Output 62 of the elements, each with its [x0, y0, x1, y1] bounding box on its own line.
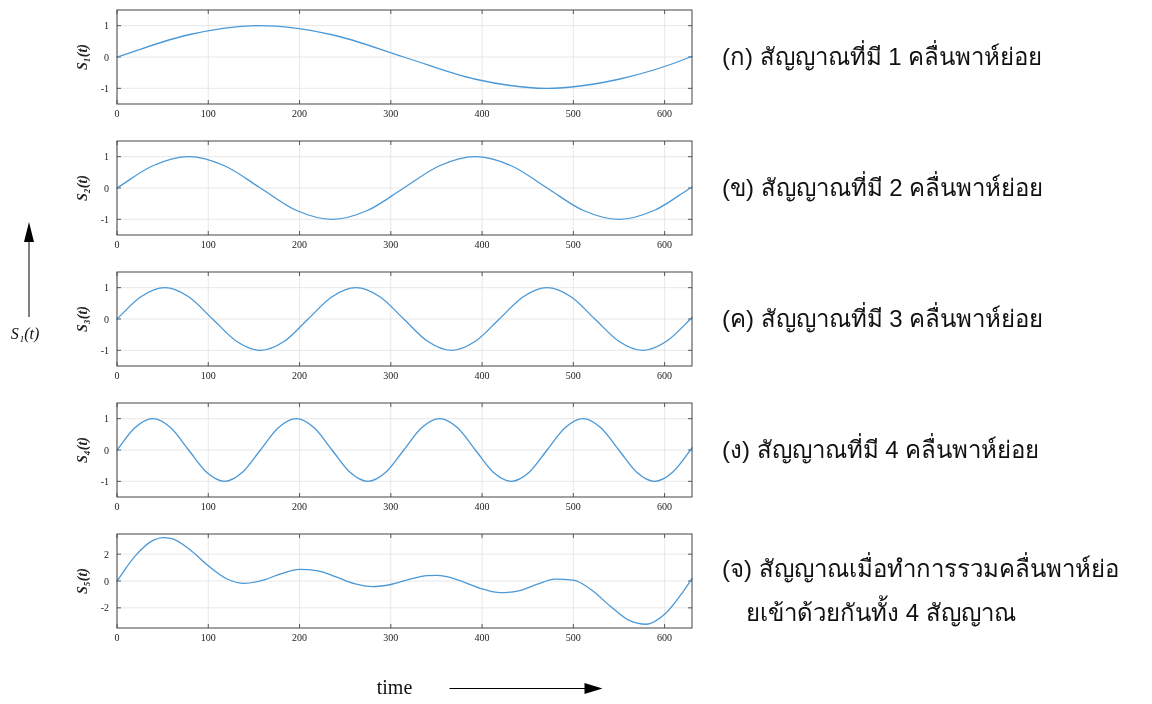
x-tick-label: 500	[565, 632, 581, 643]
x-tick-label: 100	[200, 239, 216, 250]
x-tick-label: 100	[200, 108, 216, 119]
text: S₁(t)	[10, 325, 40, 343]
x-tick-label: 0	[114, 108, 120, 119]
y-tick-label: -1	[100, 213, 109, 225]
x-tick-label: 200	[292, 108, 308, 119]
x-tick-label: 600	[657, 239, 673, 250]
x-tick-label: 0	[114, 501, 120, 512]
y-axis-title: S₃(t)	[75, 306, 91, 332]
x-tick-label: 0	[114, 370, 120, 381]
x-tick-label: 600	[657, 370, 673, 381]
x-tick-label: 400	[474, 632, 490, 643]
x-tick-label: 100	[200, 370, 216, 381]
x-tick-label: 500	[565, 501, 581, 512]
x-tick-label: 100	[200, 632, 216, 643]
y-axis-title: S₂(t)	[75, 175, 91, 201]
x-tick-label: 500	[565, 370, 581, 381]
text: (ข) สัญญาณที่มี 2 คลื่นพาห์ย่อย	[722, 171, 1044, 202]
x-tick-label: 0	[114, 632, 120, 643]
text: (ค) สัญญาณที่มี 3 คลื่นพาห์ย่อย	[722, 302, 1044, 333]
x-tick-label: 200	[292, 239, 308, 250]
y-tick-label: -1	[100, 475, 109, 487]
text: (จ) สัญญาณเมื่อทำการรวมคลื่นพาห์ย่อยเข้าด้วยกันทั้ง 4 สัญญาณ	[722, 552, 1119, 627]
x-tick-label: 200	[292, 632, 308, 643]
x-tick-label: 500	[565, 239, 581, 250]
y-tick-label: 0	[104, 575, 109, 587]
x-tick-label: 300	[383, 108, 399, 119]
y-tick-label: 1	[104, 20, 109, 32]
x-tick-label: 300	[383, 370, 399, 381]
x-tick-label: 500	[565, 108, 581, 119]
y-tick-label: -1	[100, 344, 109, 356]
x-tick-label: 200	[292, 501, 308, 512]
y-axis-title: S₄(t)	[75, 437, 91, 463]
x-tick-label: 300	[383, 632, 399, 643]
x-tick-label: 300	[383, 501, 399, 512]
y-axis-title: S₅(t)	[75, 568, 91, 594]
y-tick-label: 0	[104, 313, 109, 325]
x-tick-label: 400	[474, 501, 490, 512]
y-tick-label: 1	[104, 413, 109, 425]
x-axis-title: time	[376, 676, 413, 698]
y-tick-label: 0	[104, 51, 109, 63]
y-tick-label: -2	[100, 602, 109, 614]
x-tick-label: 0	[114, 239, 120, 250]
x-tick-label: 600	[657, 501, 673, 512]
x-tick-label: 400	[474, 108, 490, 119]
x-tick-label: 600	[657, 632, 673, 643]
x-tick-label: 100	[200, 501, 216, 512]
x-tick-label: 400	[474, 239, 490, 250]
x-tick-label: 300	[383, 239, 399, 250]
y-tick-label: -1	[100, 82, 109, 94]
text: (ก) สัญญาณที่มี 1 คลื่นพาห์ย่อย	[722, 40, 1043, 71]
text: (ง) สัญญาณที่มี 4 คลื่นพาห์ย่อย	[722, 433, 1040, 464]
y-tick-label: 2	[104, 548, 109, 560]
y-tick-label: 0	[104, 444, 109, 456]
y-tick-label: 0	[104, 182, 109, 194]
y-axis-title: S₁(t)	[75, 44, 91, 70]
y-tick-label: 1	[104, 151, 109, 163]
x-tick-label: 600	[657, 108, 673, 119]
x-tick-label: 200	[292, 370, 308, 381]
x-tick-label: 400	[474, 370, 490, 381]
y-tick-label: 1	[104, 282, 109, 294]
